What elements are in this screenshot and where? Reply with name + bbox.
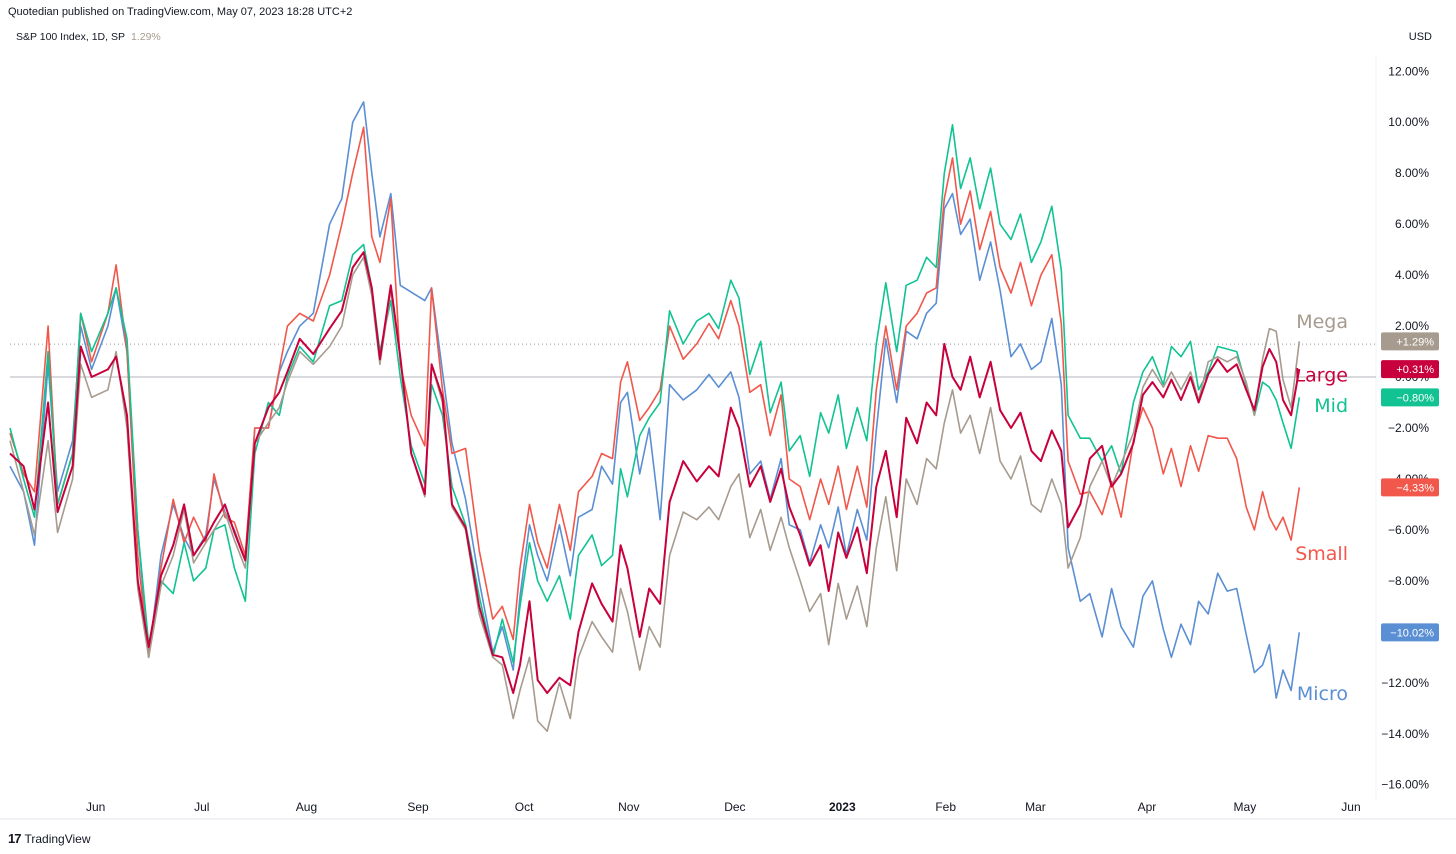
x-tick-label: Feb [935, 800, 956, 814]
series-line-mega [9, 256, 1301, 732]
badge-bg [1381, 623, 1439, 642]
badge-micro: −10.02% [1381, 623, 1439, 642]
tradingview-footer[interactable]: 17 TradingView [8, 831, 91, 846]
series-line-mid [9, 124, 1301, 664]
y-tick-label: −8.00% [1388, 574, 1429, 588]
last-value-badges: +1.29% +0.31% −0.80% −4.33% −10.02% [1381, 332, 1439, 642]
series-label-small: Small [1295, 543, 1348, 565]
x-tick-label: Sep [407, 800, 429, 814]
y-tick-label: 6.00% [1395, 217, 1429, 231]
x-tick-label: Apr [1138, 800, 1157, 814]
y-tick-label: −2.00% [1388, 421, 1429, 435]
y-tick-label: −16.00% [1381, 778, 1429, 792]
x-tick-label: Nov [618, 800, 639, 814]
series-label-micro: Micro [1297, 683, 1348, 705]
badge-large: +0.31% [1381, 360, 1439, 379]
x-tick-label: Aug [296, 800, 317, 814]
badge-mid: −0.80% [1381, 388, 1439, 407]
y-tick-label: 4.00% [1395, 268, 1429, 282]
y-tick-label: 12.00% [1388, 64, 1429, 78]
published-header: Quotedian published on TradingView.com, … [8, 6, 353, 18]
badge-bg [1381, 388, 1439, 407]
x-tick-label: Dec [724, 800, 745, 814]
series-line-large [9, 251, 1301, 694]
x-tick-label: Jul [194, 800, 209, 814]
badge-value: −10.02% [1390, 627, 1434, 639]
x-tick-label: May [1234, 800, 1257, 814]
currency-label: USD [1408, 31, 1432, 43]
badge-bg [1381, 360, 1439, 379]
y-tick-label: −6.00% [1388, 523, 1429, 537]
y-tick-label: −14.00% [1381, 727, 1429, 741]
badge-value: +1.29% [1396, 336, 1434, 348]
y-tick-label: 10.00% [1388, 115, 1429, 129]
x-tick-label: Jun [86, 800, 105, 814]
series-label-large: Large [1295, 364, 1348, 386]
y-axis: 12.00%10.00%8.00%6.00%4.00%2.00%0.00%−2.… [1381, 64, 1429, 791]
badge-bg [1381, 332, 1439, 351]
x-tick-label: 2023 [829, 800, 856, 814]
y-tick-label: −12.00% [1381, 676, 1429, 690]
y-tick-label: 2.00% [1395, 319, 1429, 333]
series-label-mega: Mega [1296, 311, 1348, 333]
badge-mega: +1.29% [1381, 332, 1439, 351]
x-tick-label: Mar [1025, 800, 1046, 814]
series-label-mid: Mid [1314, 395, 1348, 417]
badge-small: −4.33% [1381, 478, 1439, 497]
symbol-value: 1.29% [130, 31, 161, 43]
x-tick-label: Oct [515, 800, 534, 814]
x-tick-label: Jun [1341, 800, 1360, 814]
badge-value: +0.31% [1396, 364, 1434, 376]
x-axis: Jun Jul Aug Sep Oct Nov Dec 2023 Feb Mar Apr May Jun [86, 800, 1361, 814]
tradingview-logo-icon: 17 [8, 831, 22, 846]
badge-bg [1381, 478, 1439, 497]
y-tick-label: 8.00% [1395, 166, 1429, 180]
badge-value: −0.80% [1396, 392, 1434, 404]
series-name-labels: Mega Large Mid Small Micro [1295, 311, 1348, 705]
badge-value: −4.33% [1396, 482, 1434, 494]
symbol-name: S&P 100 Index, 1D, SP [16, 31, 125, 43]
symbol-legend[interactable]: S&P 100 Index, 1D, SP 1.29% [16, 31, 161, 43]
series-line-small [9, 126, 1301, 659]
series-layer [9, 101, 1301, 732]
tradingview-brand: TradingView [24, 831, 91, 846]
